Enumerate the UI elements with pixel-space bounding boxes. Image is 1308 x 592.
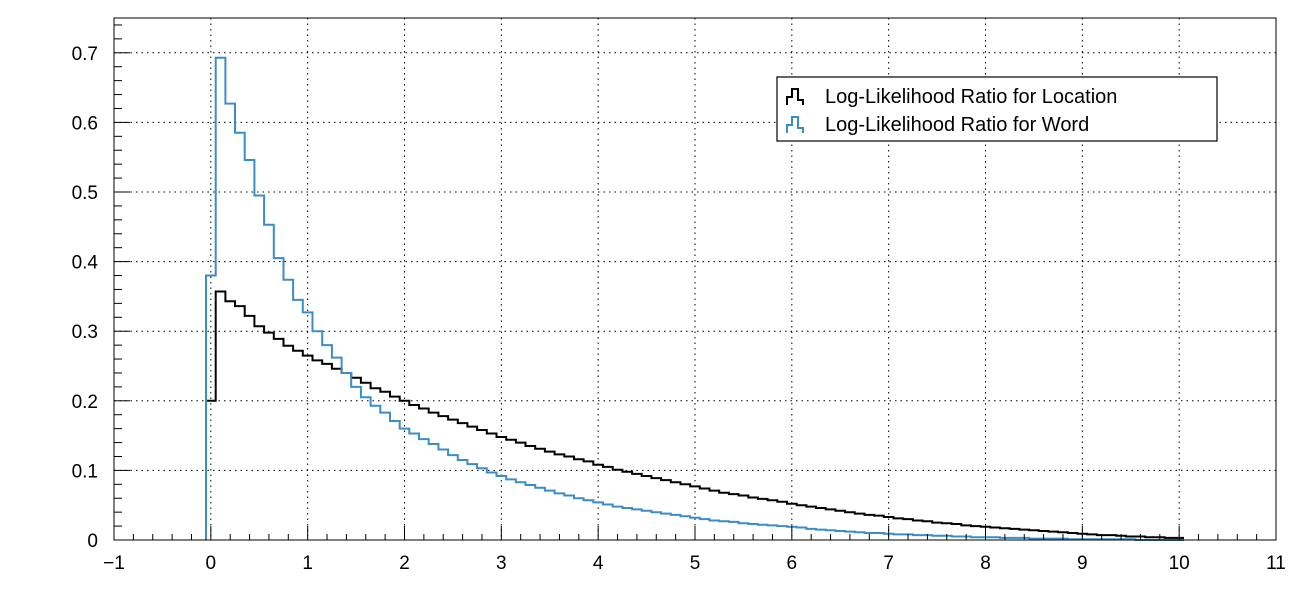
x-tick-label: 7 [883, 553, 894, 574]
y-tick-label: 0.3 [72, 322, 98, 343]
legend: Log-Likelihood Ratio for Location Log-Lik… [776, 76, 1218, 142]
x-tick-label: −1 [103, 553, 125, 574]
x-tick-label: 10 [1169, 553, 1190, 574]
x-tick-label: 4 [593, 553, 604, 574]
y-tick-label: 0.7 [72, 44, 98, 65]
x-tick-label: 5 [690, 553, 701, 574]
series-lines [205, 56, 1184, 541]
y-tick-label: 0.6 [72, 113, 98, 134]
y-tick-label: 0.5 [72, 183, 98, 204]
x-tick-label: 0 [206, 553, 217, 574]
legend-symbol [786, 116, 804, 133]
grid-lines [114, 18, 1276, 540]
y-tick-label: 0.4 [72, 253, 99, 274]
legend-box [776, 76, 1218, 142]
legend-label: Log-Likelihood Ratio for Location [825, 86, 1117, 108]
series-line-word [205, 56, 1184, 541]
x-tick-label: 8 [980, 553, 991, 574]
legend-symbol [786, 88, 804, 105]
x-tick-label: 6 [787, 553, 798, 574]
x-tick-label: 1 [302, 553, 313, 574]
y-tick-label: 0 [87, 531, 98, 552]
series-line-location [205, 290, 1184, 540]
x-tick-label: 3 [496, 553, 507, 574]
y-tick-label: 0.1 [72, 461, 98, 482]
legend-label: Log-Likelihood Ratio for Word [825, 114, 1089, 136]
y-tick-label: 0.2 [72, 392, 98, 413]
x-tick-label: 9 [1077, 553, 1088, 574]
x-tick-label: 11 [1266, 553, 1286, 574]
x-tick-label: 2 [399, 553, 410, 574]
